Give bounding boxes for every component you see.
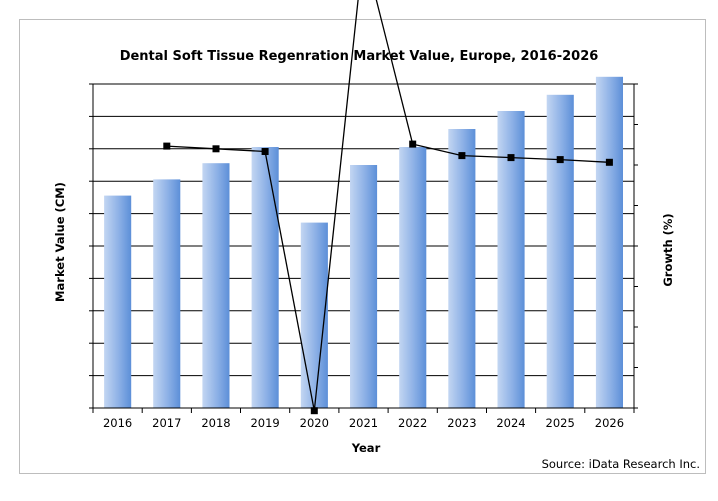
x-tick-labels: 2016 2017 2018 2019 2020 2021 2022 2023 2024 2025… — [103, 416, 624, 430]
y-axis-title: Market Value (CM) — [53, 182, 67, 302]
x-tick-label: 2020 — [300, 416, 329, 430]
x-tick-label: 2023 — [447, 416, 476, 430]
axes — [89, 83, 638, 413]
growth-marker — [605, 158, 613, 166]
growth-marker — [458, 152, 466, 160]
x-tick-label: 2022 — [398, 416, 427, 430]
chart-title: Dental Soft Tissue Regenration Market Va… — [120, 49, 599, 64]
x-tick-label: 2019 — [250, 416, 279, 430]
growth-marker — [507, 154, 515, 162]
bar-2019 — [251, 147, 279, 408]
y2-axis-title: Growth (%) — [661, 213, 675, 286]
x-tick-label: 2024 — [496, 416, 525, 430]
x-tick-label: 2018 — [201, 416, 230, 430]
bar-2023 — [448, 129, 476, 408]
bar-series — [104, 76, 623, 409]
growth-marker — [310, 407, 318, 415]
bar-2016 — [104, 195, 132, 408]
bar-2026 — [595, 76, 623, 409]
source-note: Source: iData Research Inc. — [542, 457, 700, 471]
x-tick-label: 2021 — [349, 416, 378, 430]
growth-marker — [212, 145, 220, 153]
growth-line-series — [163, 0, 613, 415]
growth-marker — [409, 140, 417, 148]
bar-2025 — [546, 94, 574, 409]
bar-2022 — [399, 147, 427, 408]
bar-2018 — [202, 163, 230, 408]
bar-2017 — [153, 179, 181, 408]
x-tick-label: 2025 — [546, 416, 575, 430]
x-tick-label: 2026 — [595, 416, 624, 430]
bar-2020 — [300, 222, 328, 408]
x-axis-title: Year — [351, 441, 381, 455]
x-tick-label: 2017 — [152, 416, 181, 430]
growth-line — [166, 0, 610, 411]
x-tick-label: 2016 — [103, 416, 132, 430]
growth-marker — [163, 142, 171, 150]
bar-2021 — [350, 165, 378, 408]
growth-marker — [556, 156, 564, 164]
growth-marker — [261, 148, 269, 155]
